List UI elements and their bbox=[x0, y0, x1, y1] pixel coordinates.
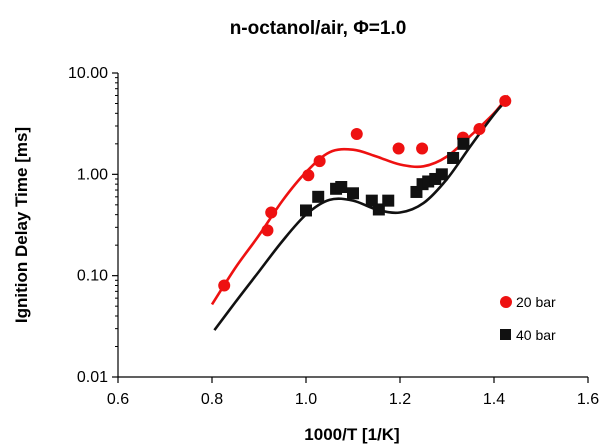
data-point-20-bar bbox=[313, 155, 326, 168]
data-point-40-bar bbox=[372, 203, 385, 216]
x-tick-label: 0.8 bbox=[201, 391, 223, 408]
data-point-20-bar bbox=[261, 224, 274, 237]
x-axis-ticks: 0.6 0.8 1.0 1.2 1.4 1.6 bbox=[107, 377, 599, 408]
legend-marker-20-bar bbox=[500, 296, 512, 308]
x-axis-label: 1000/T [1/K] bbox=[304, 425, 399, 444]
data-point-20-bar bbox=[392, 142, 405, 155]
data-point-40-bar bbox=[382, 194, 395, 207]
data-point-20-bar bbox=[416, 142, 429, 155]
legend: 20 bar 40 bar bbox=[500, 294, 556, 343]
data-point-40-bar bbox=[435, 168, 448, 181]
data-point-40-bar bbox=[335, 180, 348, 193]
legend-marker-40-bar bbox=[500, 329, 511, 340]
legend-label-40-bar: 40 bar bbox=[516, 327, 556, 343]
data-point-40-bar bbox=[312, 190, 325, 203]
x-tick-label: 1.0 bbox=[295, 391, 317, 408]
data-markers bbox=[218, 94, 512, 292]
data-point-20-bar bbox=[302, 169, 315, 182]
y-axis-ticks: 0.01 0.10 1.00 10.00 bbox=[68, 65, 118, 386]
data-point-20-bar bbox=[218, 279, 231, 292]
data-point-40-bar bbox=[457, 137, 470, 150]
data-point-20-bar bbox=[350, 128, 363, 141]
x-tick-label: 0.6 bbox=[107, 391, 129, 408]
legend-label-20-bar: 20 bar bbox=[516, 294, 556, 310]
chart-title: n-octanol/air, Φ=1.0 bbox=[230, 18, 407, 39]
x-tick-label: 1.2 bbox=[389, 391, 411, 408]
data-point-20-bar bbox=[473, 123, 486, 136]
data-point-20-bar bbox=[499, 94, 512, 107]
y-axis-label: Ignition Delay Time [ms] bbox=[12, 127, 31, 323]
data-point-40-bar bbox=[347, 187, 359, 200]
data-point-40-bar bbox=[300, 204, 312, 217]
y-tick-label: 0.01 bbox=[77, 369, 108, 386]
x-tick-label: 1.4 bbox=[483, 391, 505, 408]
data-point-20-bar bbox=[265, 206, 278, 219]
y-tick-label: 1.00 bbox=[77, 166, 108, 183]
data-point-40-bar bbox=[447, 151, 460, 164]
x-tick-label: 1.6 bbox=[577, 391, 599, 408]
y-tick-label: 10.00 bbox=[68, 65, 108, 82]
y-tick-label: 0.10 bbox=[77, 268, 108, 285]
